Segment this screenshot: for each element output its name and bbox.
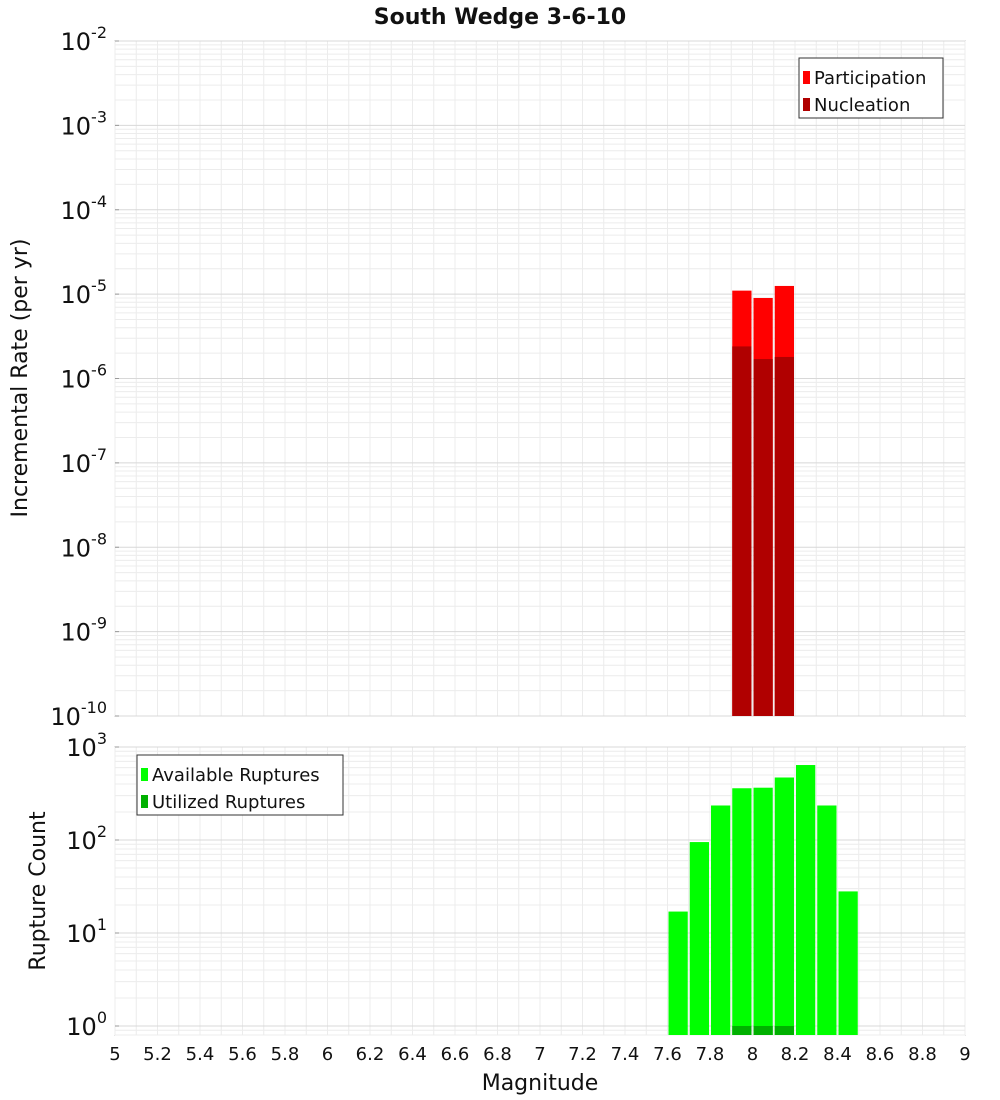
x-tick-label: 8.8 xyxy=(908,1044,937,1065)
x-tick-label: 5.4 xyxy=(186,1044,215,1065)
x-tick-labels: 5 5.2 5.4 5.6 5.8 6 6.2 6.4 6.6 6.8 7 7.2 7.4 7.6 7.8 8… xyxy=(109,1044,970,1065)
x-tick-label: 7.8 xyxy=(696,1044,725,1065)
legend-swatch xyxy=(141,768,148,781)
x-axis-label: Magnitude xyxy=(482,1071,599,1096)
top-legend: Participation Nucleation xyxy=(798,57,944,119)
bottom-y-tick-labels: 100 101 102 103 xyxy=(66,729,119,1041)
legend-swatch xyxy=(141,795,148,808)
y-tick-label: 10-10 xyxy=(50,698,107,731)
bottom-bar-available-ruptures xyxy=(817,805,837,1035)
top-y-tick-labels: 10-10 10-9 10-8 10-7 10-6 10-5 10-4 10-3 10-2 xyxy=(50,23,119,731)
chart-title: South Wedge 3-6-10 xyxy=(374,5,626,30)
x-tick-label: 9 xyxy=(959,1044,970,1065)
x-tick-label: 5.8 xyxy=(271,1044,300,1065)
bottom-bar-available-ruptures xyxy=(753,787,773,1035)
legend-swatch xyxy=(803,98,810,111)
legend-label: Nucleation xyxy=(814,95,910,116)
x-tick-label: 6 xyxy=(322,1044,333,1065)
y-tick-label: 10-6 xyxy=(61,361,108,394)
top-y-axis-label: Incremental Rate (per yr) xyxy=(8,239,33,518)
bottom-bar-utilized-ruptures xyxy=(732,1025,752,1035)
legend-label: Participation xyxy=(814,68,926,89)
y-tick-label: 10-8 xyxy=(61,529,108,562)
x-tick-label: 5 xyxy=(109,1044,120,1065)
bottom-plot-bars xyxy=(668,765,858,1035)
top-bar-nucleation xyxy=(774,356,794,716)
y-tick-label: 101 xyxy=(66,915,107,948)
bottom-bar-available-ruptures xyxy=(838,891,858,1035)
bottom-bar-utilized-ruptures xyxy=(753,1025,773,1035)
x-tick-label: 8.4 xyxy=(823,1044,852,1065)
x-tick-label: 7.6 xyxy=(653,1044,682,1065)
x-tick-label: 6.4 xyxy=(398,1044,427,1065)
x-tick-label: 7.4 xyxy=(611,1044,640,1065)
bottom-bar-available-ruptures xyxy=(796,765,816,1035)
legend-label: Utilized Ruptures xyxy=(152,792,305,813)
bottom-bar-available-ruptures xyxy=(689,842,709,1035)
bottom-bar-available-ruptures xyxy=(774,777,794,1035)
x-tick-label: 8 xyxy=(747,1044,758,1065)
bottom-legend: Available Ruptures Utilized Ruptures xyxy=(136,754,344,816)
y-tick-label: 10-9 xyxy=(61,614,108,647)
x-tick-label: 8.6 xyxy=(866,1044,895,1065)
x-tick-label: 6.6 xyxy=(441,1044,470,1065)
bottom-bar-available-ruptures xyxy=(732,788,752,1035)
y-tick-label: 10-2 xyxy=(61,23,108,56)
y-tick-label: 10-5 xyxy=(61,276,108,309)
x-tick-label: 5.6 xyxy=(228,1044,257,1065)
bottom-y-axis-label: Rupture Count xyxy=(26,811,51,971)
bottom-bar-available-ruptures xyxy=(668,911,688,1035)
y-tick-label: 10-7 xyxy=(61,445,108,478)
bottom-plot-grid xyxy=(114,746,966,1036)
top-plot-bars xyxy=(732,285,794,716)
y-tick-label: 100 xyxy=(66,1008,107,1041)
x-tick-label: 7.2 xyxy=(568,1044,597,1065)
x-tick-label: 5.2 xyxy=(143,1044,172,1065)
legend-swatch xyxy=(803,71,810,84)
bottom-bar-utilized-ruptures xyxy=(774,1025,794,1035)
y-tick-label: 10-4 xyxy=(61,192,108,225)
top-plot-grid xyxy=(114,40,966,717)
x-tick-label: 6.2 xyxy=(356,1044,385,1065)
top-bar-nucleation xyxy=(732,346,752,716)
y-tick-label: 102 xyxy=(66,822,107,855)
y-tick-label: 10-3 xyxy=(61,107,108,140)
x-tick-label: 7 xyxy=(534,1044,545,1065)
legend-box xyxy=(136,754,344,816)
x-tick-label: 8.2 xyxy=(781,1044,810,1065)
y-tick-label: 103 xyxy=(66,729,107,762)
legend-label: Available Ruptures xyxy=(152,765,320,786)
legend-box xyxy=(798,57,944,119)
top-bar-nucleation xyxy=(753,359,773,716)
bottom-bar-available-ruptures xyxy=(711,805,731,1035)
x-tick-label: 6.8 xyxy=(483,1044,512,1065)
